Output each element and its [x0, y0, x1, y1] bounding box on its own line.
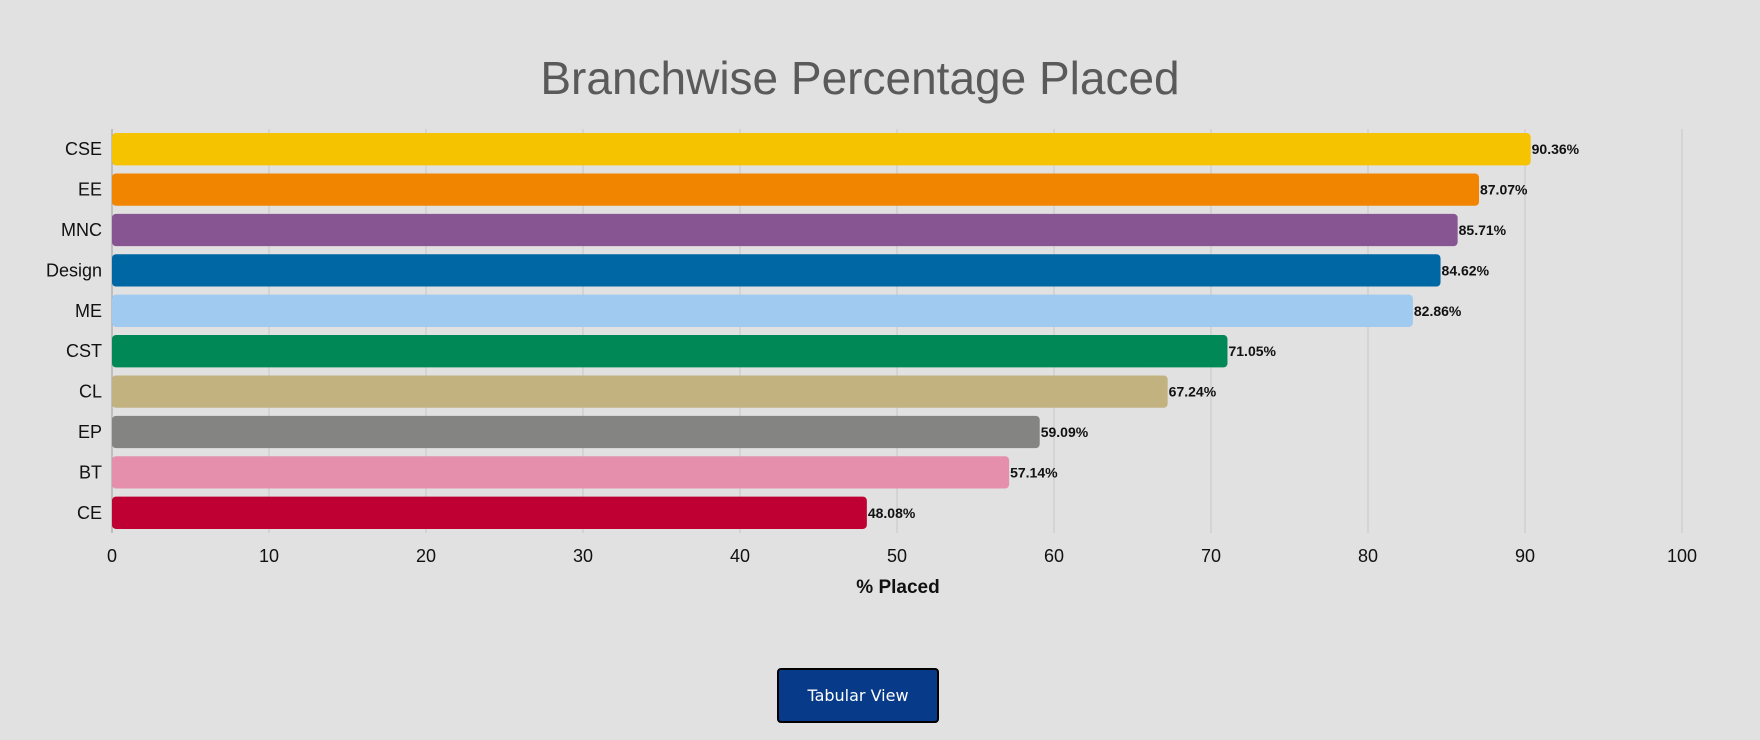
- bar-data-label: 85.71%: [1459, 222, 1507, 238]
- bar-ep[interactable]: [112, 415, 1040, 449]
- x-tick-label: 0: [107, 546, 117, 566]
- bar-data-label: 59.09%: [1041, 424, 1089, 440]
- y-category-label: CSE: [65, 139, 102, 159]
- bar-ee[interactable]: [112, 173, 1479, 206]
- x-tick-label: 10: [259, 546, 279, 566]
- y-category-label: ME: [75, 301, 102, 321]
- y-category-label: Design: [46, 260, 102, 280]
- y-category-label: CL: [79, 382, 102, 402]
- x-tick-label: 50: [887, 546, 907, 566]
- x-axis-title: % Placed: [856, 577, 939, 598]
- bar-mnc[interactable]: [112, 213, 1458, 247]
- label-layer: 0 10 20 30 40 50 60 70 80 90 100 CSE 90.36% EE 87.07% M…: [46, 139, 1697, 566]
- y-category-label: MNC: [61, 220, 102, 240]
- bar-data-label: 87.07%: [1480, 182, 1528, 198]
- y-category-label: CST: [66, 341, 102, 361]
- chart-title: Branchwise Percentage Placed: [540, 52, 1179, 104]
- bar-cl[interactable]: [112, 375, 1168, 408]
- bar-me[interactable]: [112, 294, 1413, 327]
- x-tick-label: 90: [1515, 546, 1535, 566]
- bar-data-label: 71.05%: [1228, 343, 1276, 359]
- bar-layer: [112, 133, 1531, 529]
- bar-data-label: 82.86%: [1414, 303, 1462, 319]
- x-tick-label: 40: [730, 546, 750, 566]
- y-category-label: EP: [78, 422, 102, 442]
- x-tick-label: 30: [573, 546, 593, 566]
- bar-bt[interactable]: [112, 456, 1010, 489]
- bar-data-label: 57.14%: [1010, 464, 1058, 480]
- bar-design[interactable]: [112, 254, 1441, 287]
- bar-ce[interactable]: [112, 496, 867, 529]
- x-tick-label: 20: [416, 546, 436, 566]
- bar-data-label: 67.24%: [1169, 384, 1217, 400]
- y-category-label: EE: [78, 180, 102, 200]
- bar-cst[interactable]: [112, 335, 1228, 368]
- bar-data-label: 48.08%: [868, 505, 916, 521]
- bar-cse[interactable]: [112, 133, 1531, 166]
- tabular-view-button[interactable]: Tabular View: [777, 668, 939, 723]
- x-tick-label: 100: [1667, 546, 1697, 566]
- x-tick-label: 70: [1201, 546, 1221, 566]
- y-category-label: CE: [77, 503, 102, 523]
- y-category-label: BT: [79, 462, 102, 482]
- bar-data-label: 84.62%: [1442, 262, 1490, 278]
- x-tick-label: 80: [1358, 546, 1378, 566]
- x-tick-label: 60: [1044, 546, 1064, 566]
- bar-data-label: 90.36%: [1532, 141, 1580, 157]
